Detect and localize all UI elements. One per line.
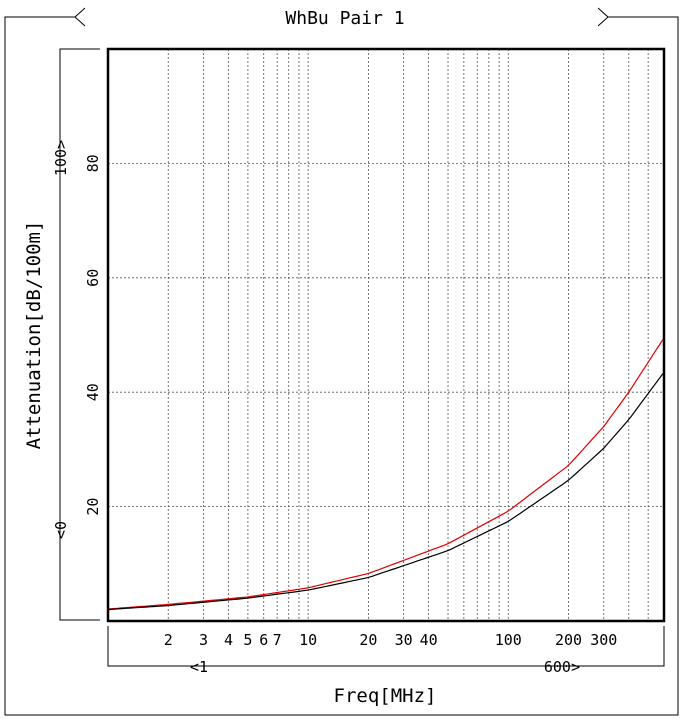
- y-axis-title: Attenuation[dB/100m]: [23, 221, 45, 450]
- y-tick-label: 20: [84, 498, 102, 516]
- y-range-max-label: 100>: [52, 140, 70, 176]
- x-tick-label: 4: [224, 631, 233, 649]
- x-tick-label: 20: [359, 631, 377, 649]
- series-line-1: [107, 337, 665, 610]
- y-tick-label: 60: [84, 269, 102, 287]
- x-tick-label: 2: [164, 631, 173, 649]
- y-tick-label: 80: [84, 154, 102, 172]
- x-range-indicator: [107, 626, 665, 667]
- y-tick-label: 40: [84, 383, 102, 401]
- series-line-2: [107, 371, 665, 611]
- chart-title: WhBu Pair 1: [285, 8, 404, 29]
- tick-labels: 2 3 4 5 6 7 10 20 30 40 100 200 300 20 40 60 80: [84, 154, 617, 649]
- plot-area-border: [106, 47, 666, 623]
- x-axis-title: Freq[MHz]: [334, 685, 437, 707]
- outer-frame: [4, 16, 679, 716]
- x-range-min-label: <1: [190, 658, 208, 676]
- x-tick-label: 6: [259, 631, 268, 649]
- x-range-max-label: 600>: [544, 658, 580, 676]
- y-range-min-label: <0: [52, 521, 70, 539]
- x-tick-label: 300: [590, 631, 617, 649]
- title-left-bracket: [74, 7, 86, 27]
- x-tick-label: 7: [273, 631, 282, 649]
- title-right-bracket: [597, 7, 609, 27]
- series-lines: [107, 337, 665, 611]
- grid: [108, 49, 664, 621]
- y-range-indicator: [59, 48, 100, 621]
- x-tick-label: 10: [299, 631, 317, 649]
- x-tick-label: 30: [395, 631, 413, 649]
- x-tick-label: 200: [555, 631, 582, 649]
- x-tick-label: 5: [243, 631, 252, 649]
- x-tick-label: 100: [495, 631, 522, 649]
- x-tick-label: 3: [199, 631, 208, 649]
- x-tick-label: 40: [420, 631, 438, 649]
